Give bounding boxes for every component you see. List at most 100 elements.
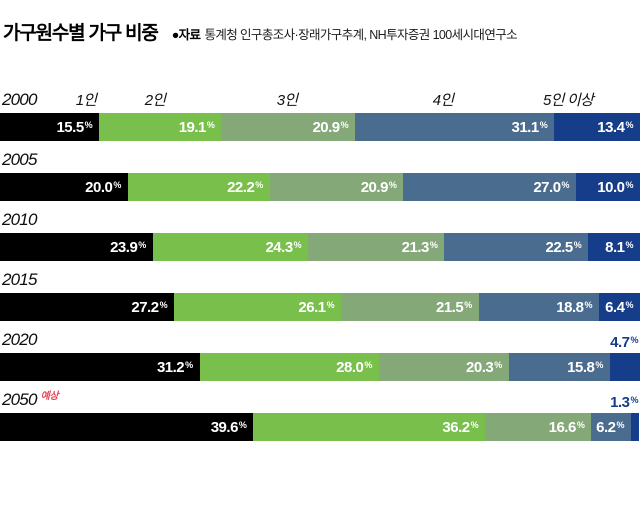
year-row: 2000 1인 2인 3인 4인 5인 이상 15.5% 19.1% 20.9% 31.1% 13.…: [0, 90, 640, 150]
segment-value: 22.2%: [227, 178, 263, 196]
row-label-line: 2015: [0, 270, 640, 293]
bar-segment: 6.4%: [599, 293, 640, 321]
year-label: 2015: [2, 270, 37, 289]
source-text: 통계청 인구총조사·장래가구추계, NH투자증권 100세시대연구소: [204, 28, 518, 42]
segment-value: 18.8%: [556, 298, 593, 316]
percent-sign: %: [625, 119, 633, 130]
year-label: 2000: [2, 90, 37, 109]
year-row: 2015 27.2% 26.1% 21.5% 18.8% 6.4%: [0, 270, 640, 330]
stacked-bar: 27.2% 26.1% 21.5% 18.8% 6.4%: [0, 293, 640, 321]
segment-value: 20.3%: [466, 358, 502, 376]
percent-sign: %: [206, 119, 215, 130]
segment-value: 36.2%: [442, 418, 479, 436]
bar-segment: 20.9%: [269, 173, 404, 201]
percent-sign: %: [364, 359, 372, 370]
percent-sign: %: [159, 299, 168, 310]
percent-sign: %: [388, 179, 397, 190]
bar-segment: 27.0%: [403, 173, 577, 201]
bar-segment: 31.2%: [0, 353, 200, 381]
percent-sign: %: [464, 299, 472, 310]
outside-value-label: 1.3%: [610, 394, 638, 411]
year-row: 2020 4.7% 31.2% 28.0% 20.3% 15.8%: [0, 330, 640, 390]
bar-segment: 13.4%: [554, 113, 640, 141]
segment-value: 15.5%: [56, 118, 93, 136]
percent-sign: %: [539, 119, 548, 130]
header: 가구원수별 가구 비중 ●자료 통계청 인구총조사·장래가구추계, NH투자증권 …: [3, 18, 637, 45]
segment-value: 8.1%: [605, 238, 634, 256]
bar-segment: [631, 413, 640, 441]
segment-value: 10.0%: [597, 178, 633, 196]
category-label: 3인: [276, 92, 298, 109]
outside-value-label: 4.7%: [610, 334, 638, 351]
category-label: 5인 이상: [543, 92, 594, 109]
segment-value: 27.2%: [131, 298, 168, 316]
bar-segment: 20.3%: [378, 353, 509, 381]
page-title: 가구원수별 가구 비중: [3, 23, 159, 44]
segment-value: 23.9%: [110, 238, 146, 256]
source-label: ●자료: [171, 28, 201, 42]
bar-segment: 6.2%: [591, 413, 632, 441]
percent-sign: %: [584, 299, 593, 310]
category-label: 2인: [144, 92, 166, 109]
source: ●자료 통계청 인구총조사·장래가구추계, NH투자증권 100세시대연구소: [171, 24, 518, 43]
segment-value: 16.6%: [548, 418, 585, 436]
bar-segment: 20.9%: [221, 113, 356, 141]
bar-segment: 22.2%: [127, 173, 270, 201]
bar-segment: 39.6%: [0, 413, 254, 441]
segment-value: 21.5%: [435, 298, 472, 316]
stacked-bar: 23.9% 24.3% 21.3% 22.5% 8.1%: [0, 233, 640, 261]
segment-value: 24.3%: [265, 238, 302, 256]
percent-sign: %: [138, 239, 146, 250]
bar-segment: 21.3%: [308, 233, 445, 261]
bar-segment: 36.2%: [253, 413, 486, 441]
bar-segment: 15.8%: [508, 353, 610, 381]
segment-value: 22.5%: [545, 238, 582, 256]
year-row: 2050 예상 1.3% 39.6% 36.2% 16.6% 6.2%: [0, 390, 640, 450]
bar-segment: 27.2%: [0, 293, 175, 321]
percent-sign: %: [616, 419, 625, 430]
segment-value: 27.0%: [533, 178, 570, 196]
year-label: 2005: [2, 150, 37, 169]
year-label: 2050 예상: [2, 390, 59, 409]
segment-value: 20.9%: [312, 118, 349, 136]
segment-value: 20.9%: [360, 178, 397, 196]
year-label: 2010: [2, 210, 37, 229]
category-label: 1인: [75, 92, 97, 109]
bar-segment: 22.5%: [444, 233, 589, 261]
percent-sign: %: [561, 179, 570, 190]
percent-sign: %: [293, 239, 302, 250]
bar-segment: 21.5%: [341, 293, 479, 321]
percent-sign: %: [573, 239, 582, 250]
stacked-bar: 31.2% 28.0% 20.3% 15.8%: [0, 353, 640, 381]
percent-sign: %: [625, 179, 633, 190]
bar-segment: 16.6%: [485, 413, 592, 441]
bar-segment: 15.5%: [0, 113, 100, 141]
category-label: 4인: [432, 92, 454, 109]
percent-sign: %: [630, 335, 638, 345]
percent-sign: %: [630, 395, 638, 405]
forecast-note: 예상: [40, 391, 59, 402]
bar-segment: [609, 353, 640, 381]
percent-sign: %: [326, 299, 335, 310]
bar-segment: 23.9%: [0, 233, 153, 261]
bar-segment: 19.1%: [99, 113, 222, 141]
segment-value: 20.0%: [85, 178, 121, 196]
row-label-line: 2050 예상 1.3%: [0, 390, 640, 413]
bar-segment: 10.0%: [576, 173, 640, 201]
bar-segment: 18.8%: [478, 293, 600, 321]
stacked-bar: 20.0% 22.2% 20.9% 27.0% 10.0%: [0, 173, 640, 201]
year-label: 2020: [2, 330, 37, 349]
year-row: 2010 23.9% 24.3% 21.3% 22.5% 8.1%: [0, 210, 640, 270]
year-row: 2005 20.0% 22.2% 20.9% 27.0% 10.0%: [0, 150, 640, 210]
stacked-bar: 15.5% 19.1% 20.9% 31.1% 13.4%: [0, 113, 640, 141]
segment-value: 15.8%: [567, 358, 603, 376]
percent-sign: %: [625, 239, 634, 250]
bar-segment: 24.3%: [152, 233, 309, 261]
row-label-line: 2010: [0, 210, 640, 233]
chart: 2000 1인 2인 3인 4인 5인 이상 15.5% 19.1% 20.9% 31.1% 13.…: [0, 90, 640, 450]
segment-value: 31.1%: [511, 118, 548, 136]
segment-value: 19.1%: [178, 118, 215, 136]
percent-sign: %: [470, 419, 479, 430]
segment-value: 26.1%: [298, 298, 335, 316]
percent-sign: %: [494, 359, 502, 370]
